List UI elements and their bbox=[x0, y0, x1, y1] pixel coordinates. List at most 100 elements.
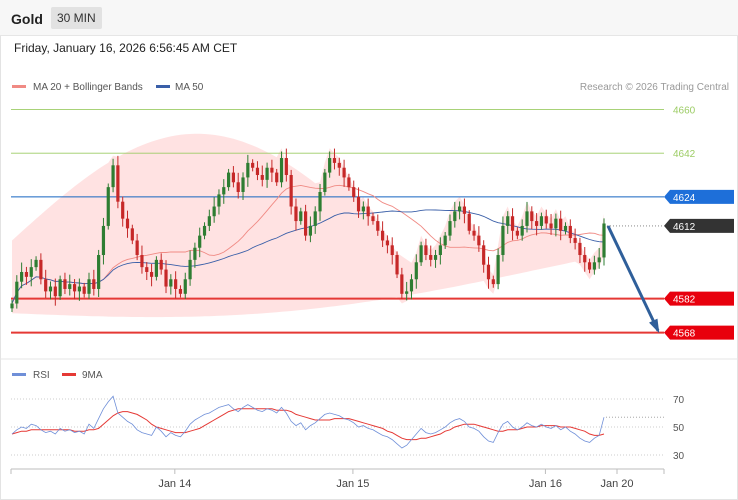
candle-body bbox=[34, 259, 38, 268]
rsi-legend-label: RSI bbox=[33, 370, 50, 381]
candle-body bbox=[366, 206, 370, 217]
candle-body bbox=[587, 262, 592, 270]
rsi-legend-swatch bbox=[12, 373, 26, 376]
candle-body bbox=[482, 245, 486, 265]
forecast-arrow-shaft bbox=[606, 225, 660, 332]
candle-body bbox=[409, 279, 414, 292]
candle-body bbox=[63, 279, 67, 289]
candle-body bbox=[486, 264, 491, 280]
moving-averages bbox=[11, 184, 605, 304]
candle-body bbox=[68, 284, 72, 289]
candle-body bbox=[390, 245, 394, 256]
candle-body bbox=[381, 230, 385, 241]
candle-body bbox=[361, 206, 365, 212]
candle-body bbox=[183, 279, 187, 294]
candle-body bbox=[231, 172, 235, 183]
bollinger-fill bbox=[12, 133, 604, 318]
candle-body bbox=[443, 235, 447, 246]
candle-body bbox=[159, 259, 163, 270]
candle-body bbox=[433, 255, 438, 260]
interval-selector[interactable]: 30 MIN bbox=[51, 7, 102, 29]
candle-body bbox=[10, 303, 14, 309]
candle-body bbox=[20, 271, 24, 282]
candle-body bbox=[515, 230, 519, 236]
candle-body bbox=[385, 240, 390, 246]
candle-body bbox=[251, 162, 255, 168]
candle-body bbox=[169, 279, 173, 287]
candle-body bbox=[491, 279, 495, 285]
candle-body bbox=[520, 225, 524, 236]
copyright-text: Research © 2026 Trading Central bbox=[580, 82, 729, 93]
candle-body bbox=[284, 158, 288, 176]
candle-body bbox=[265, 167, 269, 180]
rsi-ma-legend-swatch bbox=[62, 373, 76, 376]
candle-body bbox=[130, 228, 134, 241]
candle-body bbox=[279, 158, 284, 183]
candle-body bbox=[419, 245, 423, 263]
candle-body bbox=[255, 167, 260, 176]
candle-body bbox=[226, 172, 231, 188]
level-tag-4568 bbox=[664, 325, 734, 340]
level-label-4642: 4642 bbox=[673, 149, 696, 160]
candle-body bbox=[260, 175, 264, 180]
candle-body bbox=[44, 279, 48, 292]
candle-body bbox=[58, 279, 62, 297]
ma50-legend-label: MA 50 bbox=[175, 82, 204, 93]
candle-body bbox=[116, 165, 120, 202]
candle-body bbox=[424, 245, 428, 256]
candle-body bbox=[453, 211, 457, 222]
candle-body bbox=[178, 288, 183, 294]
candle-body bbox=[174, 279, 178, 289]
candle-body bbox=[308, 225, 313, 236]
candle-body bbox=[328, 158, 332, 173]
candle-body bbox=[125, 218, 130, 229]
rsi-tick-30: 30 bbox=[673, 451, 685, 462]
candle-body bbox=[559, 218, 563, 231]
candle-body bbox=[270, 167, 274, 173]
candle-body bbox=[477, 235, 481, 246]
candle-body bbox=[72, 284, 77, 292]
candle-body bbox=[501, 225, 505, 256]
forecast-arrow-head bbox=[649, 318, 660, 334]
candle-body bbox=[323, 172, 327, 192]
candle-body bbox=[101, 225, 106, 256]
candle-body bbox=[92, 279, 96, 289]
time-label: Jan 14 bbox=[158, 478, 191, 490]
candle-body bbox=[198, 235, 202, 248]
candle-body bbox=[294, 206, 298, 222]
level-label-4582: 4582 bbox=[673, 295, 696, 306]
time-label: Jan 15 bbox=[336, 478, 369, 490]
candle-body bbox=[313, 211, 317, 226]
rsi-panel: 70 50 30 bbox=[11, 395, 685, 462]
candle-body bbox=[106, 187, 110, 226]
candle-body bbox=[188, 259, 192, 280]
candle-body bbox=[400, 274, 404, 294]
level-label-4624: 4624 bbox=[673, 193, 696, 204]
candle-body bbox=[462, 206, 467, 214]
candle-body bbox=[53, 286, 57, 297]
candle-body bbox=[207, 216, 211, 226]
candle-body bbox=[467, 213, 471, 231]
candle-body bbox=[145, 267, 149, 272]
ma20-legend-label: MA 20 + Bollinger Bands bbox=[33, 82, 143, 93]
asset-name: Gold bbox=[11, 11, 43, 27]
candle-body bbox=[24, 271, 29, 277]
level-label-4568: 4568 bbox=[673, 329, 696, 340]
candle-body bbox=[458, 206, 462, 212]
candle-body bbox=[438, 245, 442, 256]
candle-body bbox=[544, 216, 548, 224]
candle-body bbox=[154, 259, 158, 277]
candle-body bbox=[82, 286, 86, 294]
chart-datetime: Friday, January 16, 2026 6:56:45 AM CET bbox=[14, 41, 238, 55]
level-tag-4612 bbox=[664, 218, 734, 233]
header-bar: Gold 30 MIN bbox=[0, 0, 738, 36]
candle-body bbox=[496, 255, 500, 285]
forecast-arrow bbox=[606, 225, 660, 334]
time-axis-labels: Jan 14 Jan 15 Jan 16 Jan 20 bbox=[10, 469, 665, 490]
candle-body bbox=[246, 162, 250, 178]
candle-body bbox=[568, 225, 572, 239]
candle-body bbox=[193, 247, 197, 260]
ma50-line bbox=[11, 209, 605, 304]
key-levels bbox=[11, 109, 664, 334]
